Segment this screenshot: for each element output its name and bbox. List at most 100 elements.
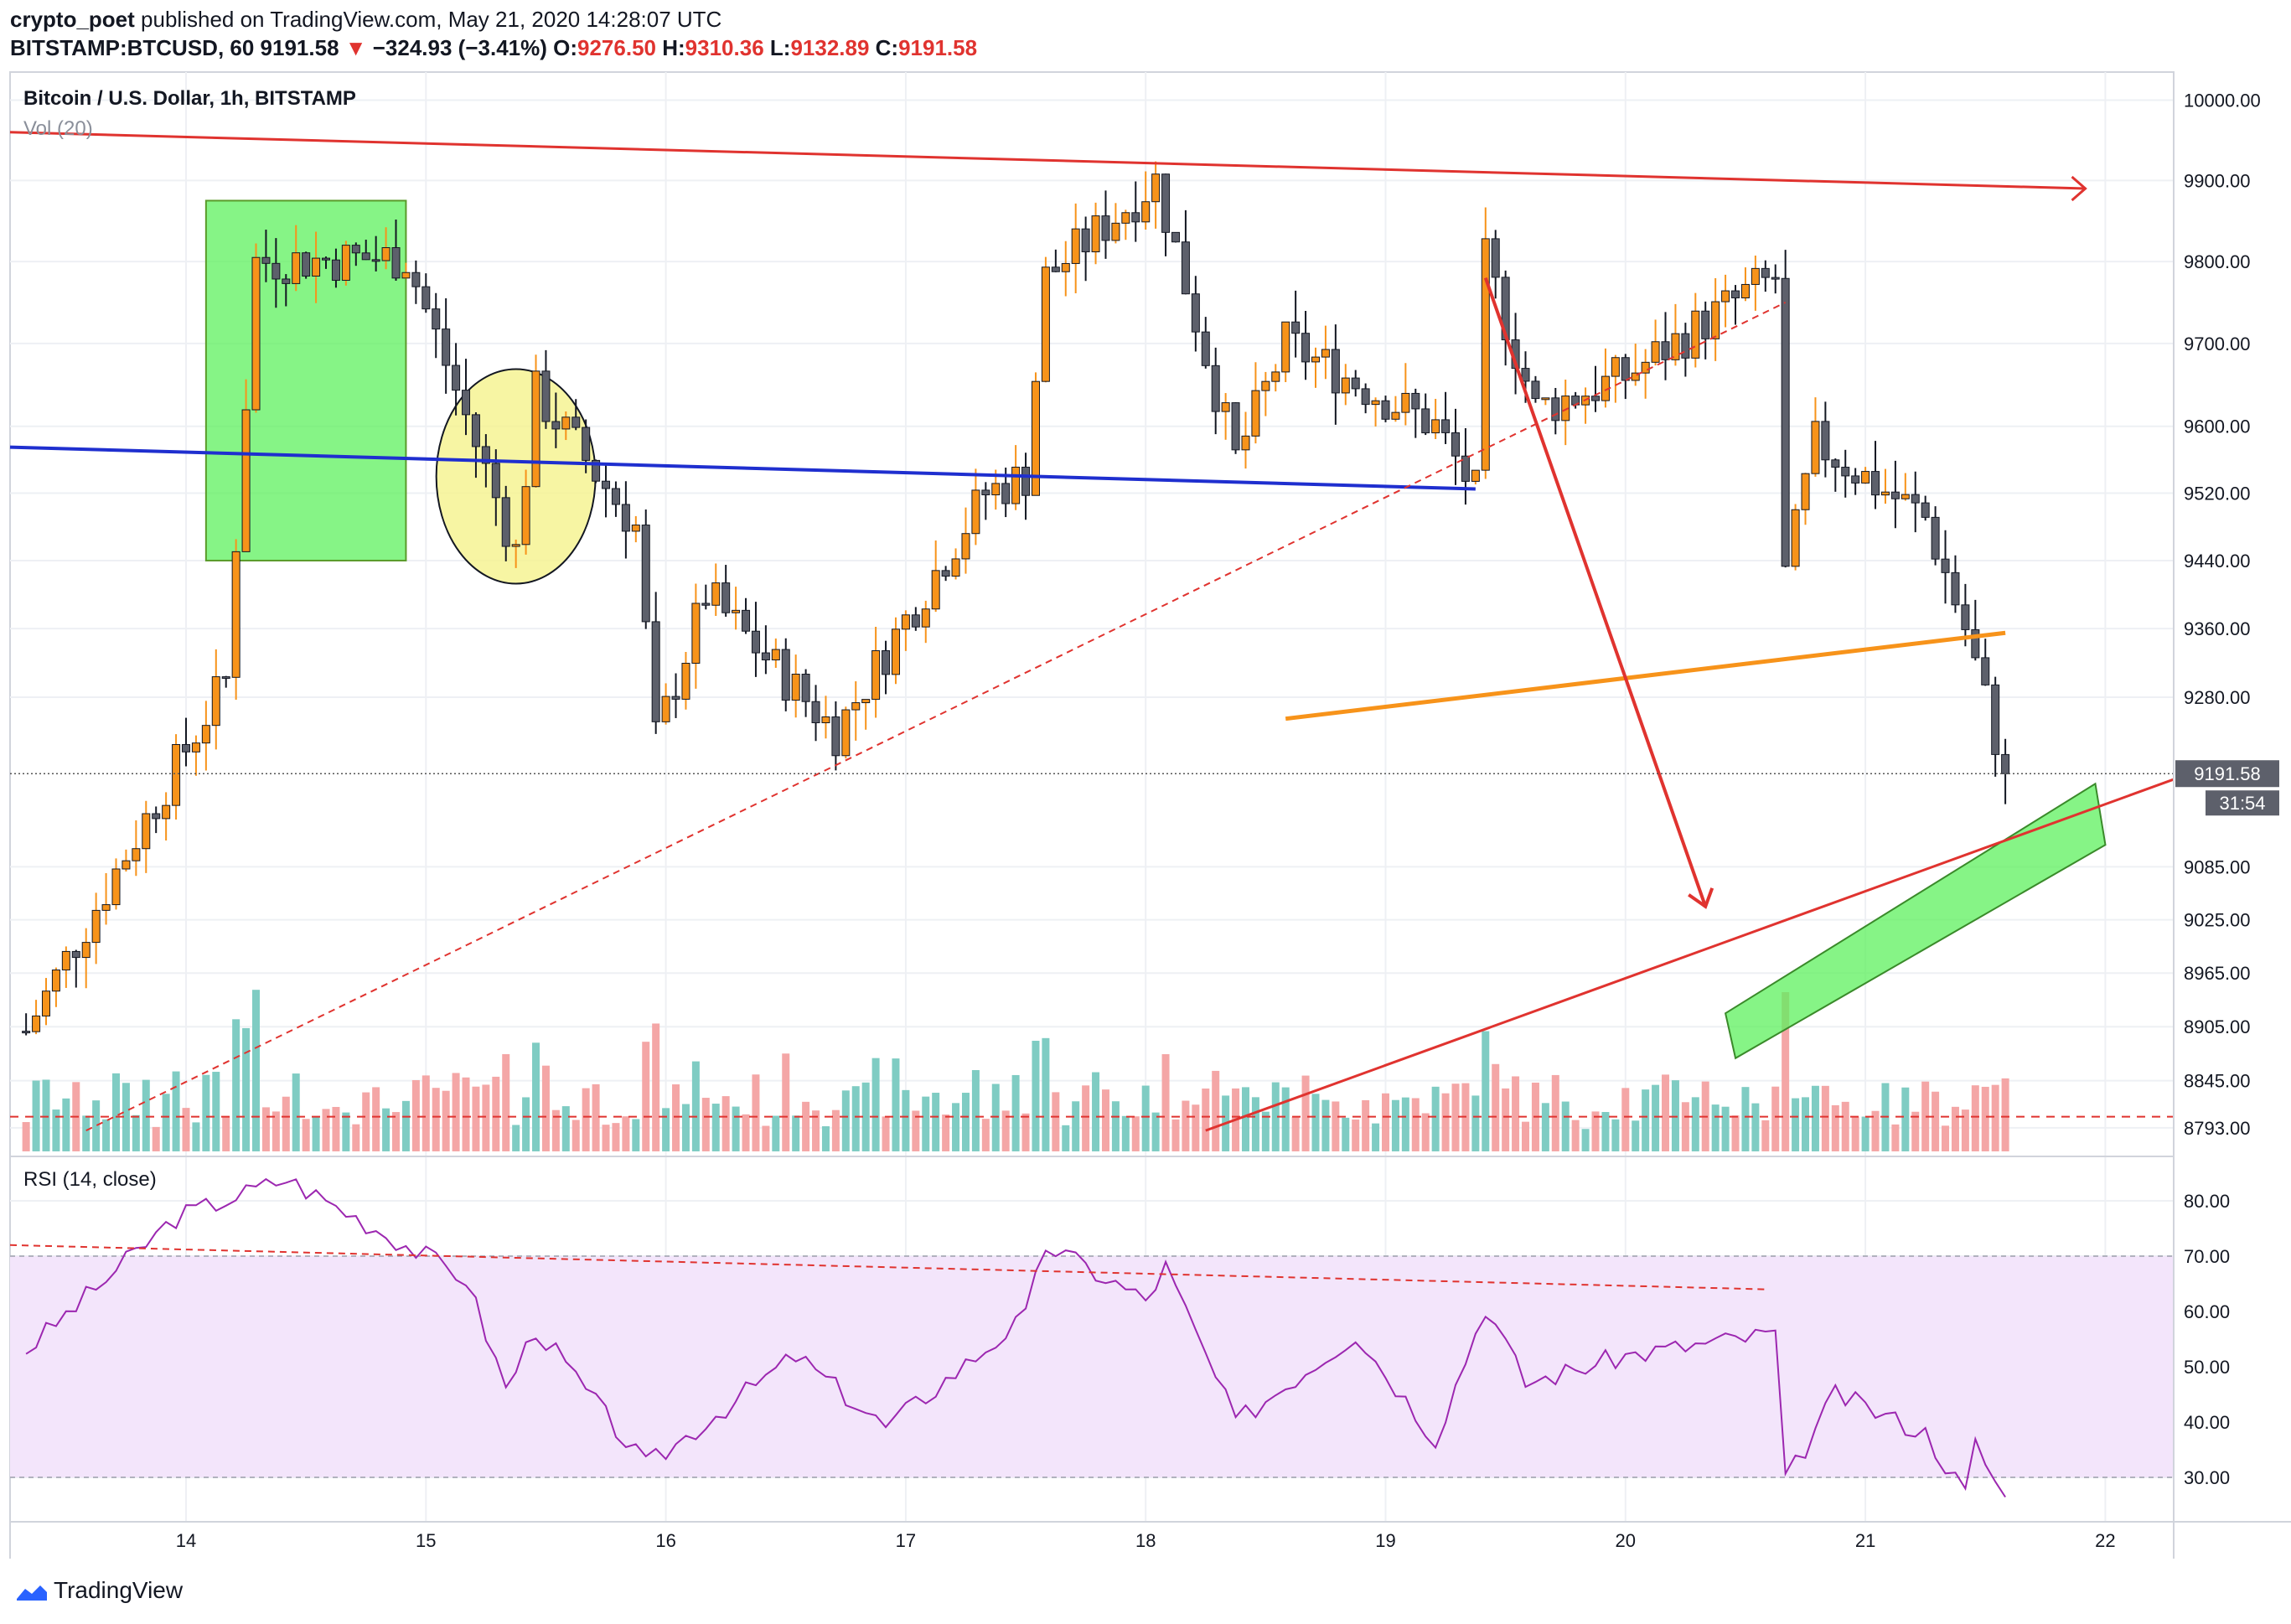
volume-bar [1212,1070,1220,1151]
volume-bar [1321,1099,1330,1151]
candle-body [1301,333,1311,363]
candle-body [1521,368,1530,382]
candle-body [341,245,350,282]
candle-body [511,544,520,547]
author-name[interactable]: crypto_poet [10,7,135,32]
volume-bar [502,1053,510,1151]
candle-body [1701,310,1710,339]
volume-bar [742,1114,750,1151]
volume-bar [1951,1106,1959,1151]
time-tick-label: 18 [1135,1530,1156,1551]
candle-body [1841,467,1850,477]
volume-bar [821,1126,830,1151]
candle-body [991,483,1001,496]
volume-bar [1062,1125,1070,1151]
volume-bar [242,1027,251,1151]
candle-body [951,558,960,577]
candle-body [1361,388,1370,406]
candle-body [551,421,561,430]
low-value: 9132.89 [790,35,870,60]
candle-body [1281,321,1290,373]
volume-bar [752,1074,760,1151]
candle-body [732,609,741,613]
candle-body [211,676,220,727]
volume-bar [602,1125,610,1151]
candle-body [261,256,271,264]
open-value: 9276.50 [577,35,656,60]
down-arrow-icon: ▼ [344,35,367,60]
price-change: −324.93 (−3.41%) [372,35,547,60]
candle-body [1041,266,1050,382]
candle-body [1971,628,1980,659]
volume-bar [681,1104,690,1151]
volume-bar [1662,1074,1670,1151]
time-tick-label: 21 [1855,1530,1875,1551]
candle-body [1321,349,1330,358]
candle-body [861,699,871,704]
volume-bar [392,1112,401,1151]
candle-body [1961,604,1970,630]
candle-body [231,551,240,678]
candle-body [1051,266,1060,272]
volume-bar [1492,1063,1500,1151]
price-tick-label: 9800.00 [2184,251,2251,272]
candle-body [1541,397,1550,401]
volume-bar [762,1125,770,1151]
volume-bar [442,1090,450,1151]
volume-bar [1942,1125,1950,1151]
volume-bar [1342,1117,1350,1151]
volume-bar [1771,1086,1780,1151]
volume-bar [1891,1124,1900,1151]
volume-bar [1921,1081,1930,1151]
candle-body [1901,494,1910,499]
volume-bar [292,1073,300,1151]
tradingview-logo[interactable]: TradingView [15,1577,183,1604]
candle-body [182,743,190,753]
axes[interactable]: 14 15 16 17 18 19 20 21 22 10000.00 9900.00 9800.00… [176,91,2279,1551]
volume-bar [792,1115,800,1151]
projection-arrow [1483,277,1708,908]
countdown-tag-text: 31:54 [2219,793,2265,814]
last-price-tag [2175,760,2279,788]
candle-body [251,256,261,411]
time-tick-label: 19 [1375,1530,1395,1551]
candle-body [172,743,181,806]
volume-bar [1911,1111,1920,1151]
volume-bar [1372,1123,1380,1151]
volume-bar [1131,1116,1140,1151]
volume-bar [1352,1119,1360,1151]
candle-body [1871,471,1880,496]
candle-body [531,370,540,488]
chart-header: crypto_poet published on TradingView.com… [0,0,2291,69]
volume-bar [462,1077,470,1151]
candle-body [931,570,940,610]
candle-body [501,497,510,547]
time-tick-label: 20 [1616,1530,1636,1551]
time-tick-label: 22 [2095,1530,2115,1551]
volume-bar [1382,1093,1389,1151]
candle-body [1811,421,1820,474]
volume-bar [1332,1101,1340,1151]
volume-bar [1421,1113,1430,1151]
volume-bar [812,1110,820,1151]
volume-bar [1072,1101,1080,1151]
candle-body [1991,684,2000,755]
volume-bar [421,1075,430,1151]
candle-body [761,652,770,661]
candle-body [122,860,131,870]
candles [22,161,2010,1036]
chart-canvas[interactable]: 14 15 16 17 18 19 20 21 22 10000.00 9900.00 9800.00… [0,0,2291,1559]
volume-bar [711,1104,720,1151]
volume-bar [1271,1082,1280,1151]
volume-bar [1831,1104,1839,1151]
support-line [9,445,1476,491]
candle-body [681,662,690,700]
volume-bar [971,1070,980,1151]
volume-bar [1011,1074,1020,1151]
volume-bar [492,1076,500,1151]
candle-body [841,709,851,757]
symbol-label[interactable]: BITSTAMP:BTCUSD, 60 [10,35,255,60]
volume-bar [342,1112,350,1151]
volume-bar [1851,1117,1859,1151]
volume-bar [1241,1087,1249,1151]
